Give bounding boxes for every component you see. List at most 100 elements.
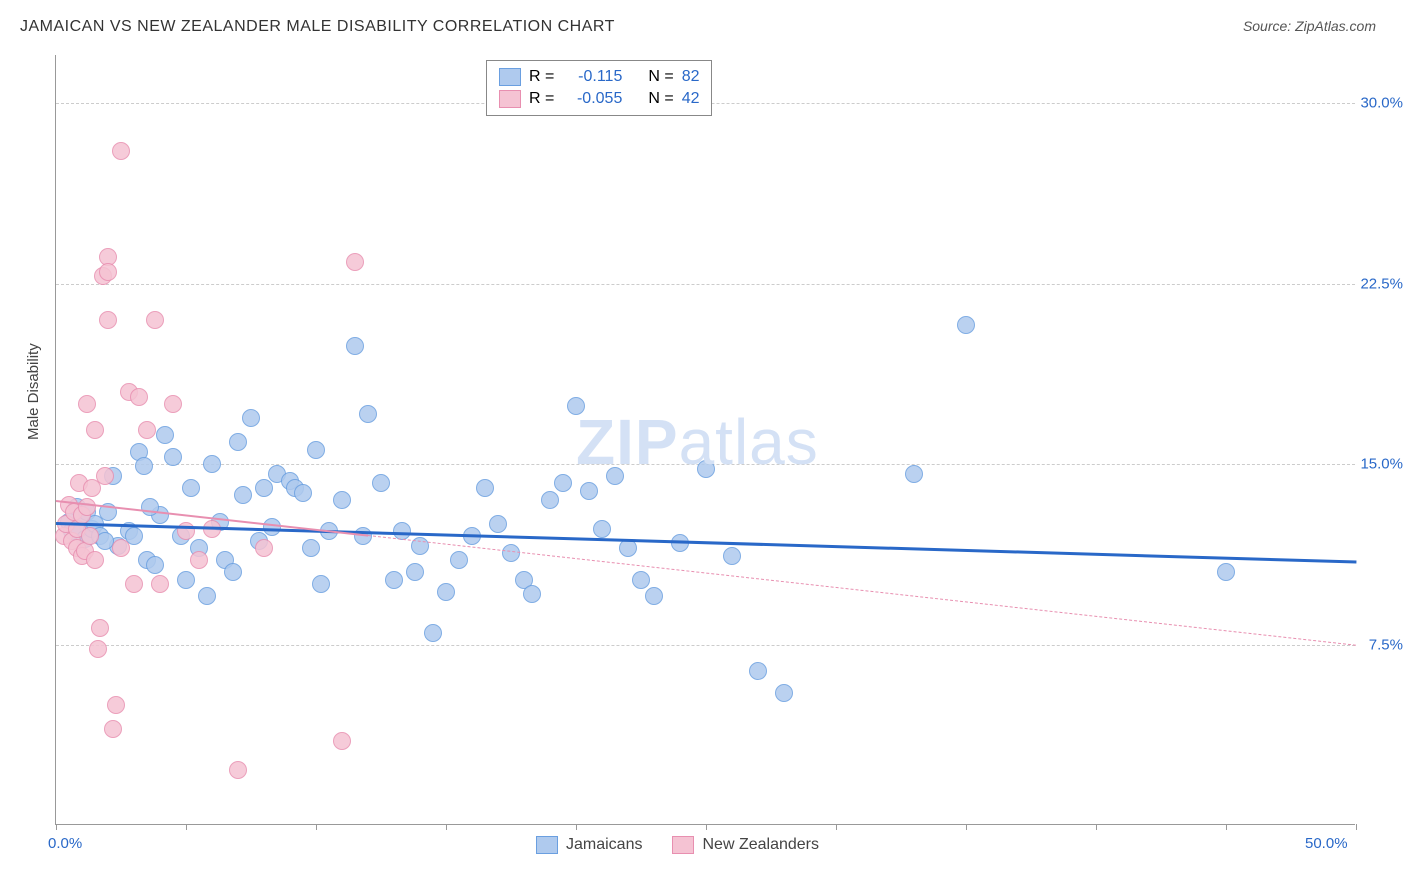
legend-stats-row: R = -0.115 N = 82 <box>499 66 699 88</box>
n-label: N = <box>648 68 673 86</box>
legend-swatch-newzealanders <box>499 90 521 108</box>
n-label: N = <box>648 90 673 108</box>
r-value-newzealanders: -0.055 <box>562 90 622 108</box>
regression-line <box>368 535 1356 646</box>
legend-swatch-jamaicans <box>536 836 558 854</box>
x-tick <box>576 824 577 830</box>
scatter-point <box>567 397 585 415</box>
scatter-point <box>146 556 164 574</box>
r-label: R = <box>529 68 554 86</box>
n-value-newzealanders: 42 <box>682 90 700 108</box>
legend-label-jamaicans: Jamaicans <box>566 836 642 854</box>
scatter-point <box>99 311 117 329</box>
scatter-point <box>905 465 923 483</box>
scatter-point <box>502 544 520 562</box>
scatter-point <box>91 619 109 637</box>
scatter-point <box>164 395 182 413</box>
scatter-point <box>242 409 260 427</box>
scatter-point <box>112 539 130 557</box>
chart-title: JAMAICAN VS NEW ZEALANDER MALE DISABILIT… <box>20 18 615 36</box>
scatter-point <box>229 433 247 451</box>
scatter-point <box>437 583 455 601</box>
scatter-point <box>775 684 793 702</box>
scatter-point <box>151 575 169 593</box>
scatter-point <box>593 520 611 538</box>
scatter-point <box>294 484 312 502</box>
x-tick <box>186 824 187 830</box>
y-tick-label: 30.0% <box>1360 95 1403 112</box>
scatter-point <box>164 448 182 466</box>
scatter-point <box>81 527 99 545</box>
scatter-point <box>107 696 125 714</box>
scatter-point <box>104 720 122 738</box>
scatter-point <box>78 498 96 516</box>
legend-item-newzealanders: New Zealanders <box>672 836 819 854</box>
scatter-point <box>146 311 164 329</box>
x-tick <box>706 824 707 830</box>
scatter-point <box>78 395 96 413</box>
scatter-point <box>190 551 208 569</box>
x-tick <box>836 824 837 830</box>
grid-line <box>56 284 1355 285</box>
scatter-point <box>156 426 174 444</box>
scatter-point <box>346 253 364 271</box>
scatter-point <box>307 441 325 459</box>
watermark-zip: ZIP <box>576 406 679 478</box>
scatter-point <box>86 421 104 439</box>
n-value-jamaicans: 82 <box>682 68 700 86</box>
scatter-point <box>141 498 159 516</box>
x-tick <box>56 824 57 830</box>
scatter-point <box>255 539 273 557</box>
legend-swatch-newzealanders <box>672 836 694 854</box>
scatter-point <box>632 571 650 589</box>
scatter-point <box>476 479 494 497</box>
scatter-point <box>112 142 130 160</box>
scatter-point <box>406 563 424 581</box>
scatter-point <box>606 467 624 485</box>
scatter-point <box>302 539 320 557</box>
scatter-point <box>333 732 351 750</box>
scatter-point <box>177 571 195 589</box>
scatter-point <box>580 482 598 500</box>
scatter-point <box>234 486 252 504</box>
scatter-point <box>424 624 442 642</box>
scatter-point <box>130 388 148 406</box>
x-axis-min-label: 0.0% <box>48 835 82 852</box>
scatter-point <box>957 316 975 334</box>
scatter-point <box>96 467 114 485</box>
scatter-point <box>89 640 107 658</box>
scatter-point <box>255 479 273 497</box>
legend-swatch-jamaicans <box>499 68 521 86</box>
x-tick <box>1226 824 1227 830</box>
x-tick <box>966 824 967 830</box>
y-axis-label: Male Disability <box>25 343 42 440</box>
x-tick <box>1356 824 1357 830</box>
plot-area: ZIPatlas R = -0.115 N = 82 R = -0.055 N … <box>55 55 1355 825</box>
x-tick <box>316 824 317 830</box>
scatter-point <box>523 585 541 603</box>
source-label: Source: ZipAtlas.com <box>1243 18 1376 34</box>
scatter-point <box>645 587 663 605</box>
x-tick <box>1096 824 1097 830</box>
r-label: R = <box>529 90 554 108</box>
r-value-jamaicans: -0.115 <box>562 68 622 86</box>
scatter-point <box>489 515 507 533</box>
x-tick <box>446 824 447 830</box>
scatter-point <box>135 457 153 475</box>
scatter-point <box>125 575 143 593</box>
scatter-point <box>312 575 330 593</box>
y-tick-label: 15.0% <box>1360 456 1403 473</box>
legend-stats-box: R = -0.115 N = 82 R = -0.055 N = 42 <box>486 60 712 116</box>
scatter-point <box>372 474 390 492</box>
scatter-point <box>541 491 559 509</box>
scatter-point <box>697 460 715 478</box>
legend-item-jamaicans: Jamaicans <box>536 836 642 854</box>
scatter-point <box>749 662 767 680</box>
y-tick-label: 7.5% <box>1369 636 1403 653</box>
scatter-point <box>385 571 403 589</box>
scatter-point <box>450 551 468 569</box>
y-tick-label: 22.5% <box>1360 275 1403 292</box>
x-axis-max-label: 50.0% <box>1305 835 1348 852</box>
scatter-point <box>203 455 221 473</box>
scatter-point <box>138 421 156 439</box>
